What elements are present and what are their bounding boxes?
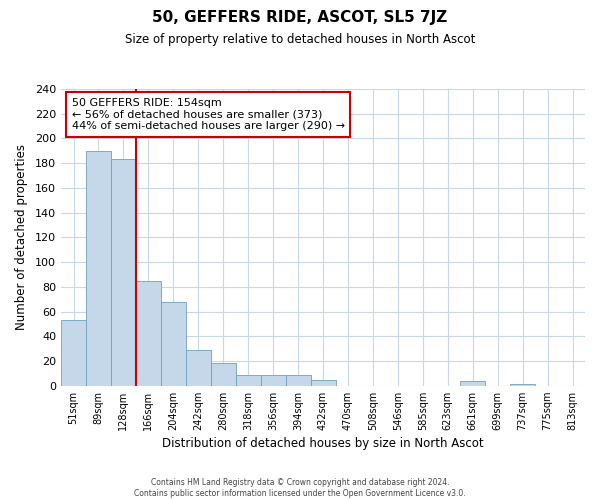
Bar [61, 320, 86, 386]
Text: 50 GEFFERS RIDE: 154sqm
← 56% of detached houses are smaller (373)
44% of semi-d: 50 GEFFERS RIDE: 154sqm ← 56% of detache… [71, 98, 344, 131]
Text: 50, GEFFERS RIDE, ASCOT, SL5 7JZ: 50, GEFFERS RIDE, ASCOT, SL5 7JZ [152, 10, 448, 25]
X-axis label: Distribution of detached houses by size in North Ascot: Distribution of detached houses by size … [162, 437, 484, 450]
Bar [260, 374, 286, 386]
Bar [186, 350, 211, 386]
Bar [286, 374, 311, 386]
Bar [136, 280, 161, 386]
Text: Size of property relative to detached houses in North Ascot: Size of property relative to detached ho… [125, 32, 475, 46]
Bar [161, 302, 186, 386]
Bar [236, 374, 260, 386]
Y-axis label: Number of detached properties: Number of detached properties [15, 144, 28, 330]
Bar [211, 364, 236, 386]
Bar [311, 380, 335, 386]
Bar [460, 380, 485, 386]
Text: Contains HM Land Registry data © Crown copyright and database right 2024.
Contai: Contains HM Land Registry data © Crown c… [134, 478, 466, 498]
Bar [510, 384, 535, 386]
Bar [86, 151, 111, 386]
Bar [111, 160, 136, 386]
